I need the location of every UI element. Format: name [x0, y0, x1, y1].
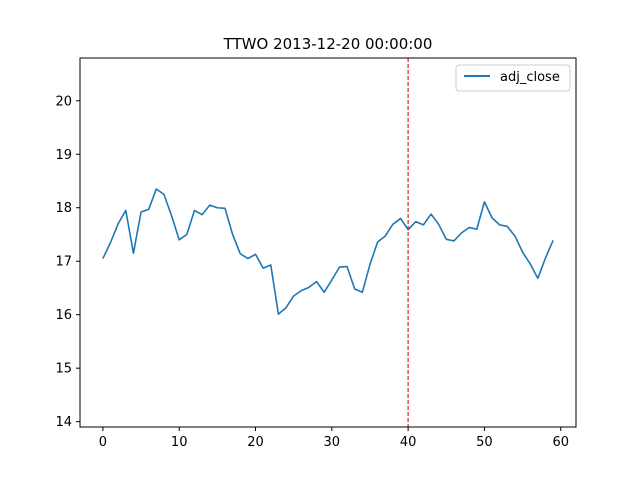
y-tick-label: 15: [55, 362, 72, 377]
legend-label-adj-close: adj_close: [500, 70, 560, 85]
x-tick-label: 10: [171, 435, 188, 450]
x-tick-label: 40: [400, 435, 417, 450]
series-line-adj-close: [102, 188, 554, 315]
x-tick-label: 30: [324, 435, 341, 450]
x-tick-label: 60: [552, 435, 569, 450]
chart-title: TTWO 2013-12-20 00:00:00: [223, 35, 433, 53]
y-tick-label: 19: [55, 148, 72, 163]
y-tick-label: 14: [55, 415, 72, 430]
x-tick-label: 0: [99, 435, 107, 450]
legend-box: [455, 64, 571, 92]
y-tick-label: 16: [55, 308, 72, 323]
y-tick-label: 20: [55, 94, 72, 109]
y-tick-label: 18: [55, 201, 72, 216]
plot-frame: [79, 57, 577, 428]
y-tick-label: 17: [55, 255, 72, 270]
x-tick-label: 50: [476, 435, 493, 450]
x-tick-label: 20: [247, 435, 264, 450]
legend: adj_close: [455, 64, 571, 92]
